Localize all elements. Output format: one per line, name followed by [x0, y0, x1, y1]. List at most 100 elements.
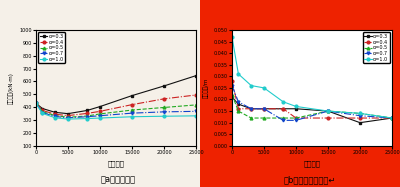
- α=1.0: [34, 102, 38, 105]
- Text: （a）塔底弯矩: （a）塔底弯矩: [100, 175, 136, 184]
- Line: α=0.7: α=0.7: [35, 102, 197, 119]
- α=0.7: [66, 117, 70, 119]
- Y-axis label: 梁端位移/m: 梁端位移/m: [203, 78, 208, 98]
- Line: α=0.7: α=0.7: [231, 84, 393, 122]
- α=1.0: [249, 85, 254, 87]
- α=0.5: [262, 117, 266, 119]
- α=0.4: [390, 117, 394, 119]
- α=0.4: [294, 117, 298, 119]
- α=0.3: [358, 122, 362, 124]
- α=0.3: [98, 105, 102, 108]
- α=0.5: [85, 115, 90, 117]
- α=0.3: [249, 108, 254, 110]
- Text: （b）梁端纵向位移↵: （b）梁端纵向位移↵: [284, 175, 336, 184]
- Y-axis label: 塔底弯矩(kN·m): 塔底弯矩(kN·m): [8, 72, 14, 104]
- α=0.5: [390, 117, 394, 119]
- X-axis label: 阻尼系数: 阻尼系数: [304, 161, 320, 167]
- α=0.3: [66, 113, 70, 115]
- α=0.3: [53, 111, 58, 114]
- α=0.4: [85, 112, 90, 114]
- α=1.0: [53, 117, 58, 119]
- α=0.4: [262, 108, 266, 110]
- α=1.0: [130, 116, 134, 118]
- Line: α=0.4: α=0.4: [231, 79, 393, 119]
- Line: α=0.4: α=0.4: [35, 94, 197, 117]
- α=0.7: [98, 115, 102, 117]
- Line: α=1.0: α=1.0: [231, 36, 393, 119]
- Line: α=1.0: α=1.0: [35, 102, 197, 120]
- α=1.0: [98, 117, 102, 119]
- α=0.4: [236, 108, 241, 110]
- α=0.5: [294, 117, 298, 119]
- α=0.7: [294, 119, 298, 122]
- α=0.5: [130, 109, 134, 111]
- α=0.5: [249, 117, 254, 119]
- α=0.7: [326, 110, 330, 112]
- α=0.7: [130, 112, 134, 114]
- α=0.3: [326, 110, 330, 112]
- α=0.3: [390, 117, 394, 119]
- α=0.4: [326, 117, 330, 119]
- α=0.7: [390, 117, 394, 119]
- α=0.5: [53, 114, 58, 117]
- α=0.4: [281, 108, 286, 110]
- α=0.5: [162, 106, 166, 109]
- α=0.5: [40, 111, 45, 113]
- Line: α=0.5: α=0.5: [231, 94, 393, 119]
- α=0.4: [162, 98, 166, 100]
- α=0.4: [53, 113, 58, 115]
- α=0.3: [236, 103, 241, 105]
- α=0.3: [294, 108, 298, 110]
- α=0.5: [326, 110, 330, 112]
- α=0.4: [66, 114, 70, 117]
- α=0.4: [34, 102, 38, 105]
- α=0.4: [98, 110, 102, 112]
- α=0.7: [34, 102, 38, 105]
- Line: α=0.3: α=0.3: [35, 74, 197, 115]
- α=0.7: [85, 116, 90, 118]
- α=0.7: [230, 85, 234, 87]
- α=0.5: [236, 110, 241, 112]
- α=0.7: [358, 115, 362, 117]
- α=1.0: [66, 118, 70, 120]
- α=0.7: [262, 108, 266, 110]
- α=1.0: [162, 115, 166, 117]
- Line: α=0.5: α=0.5: [35, 102, 197, 119]
- α=0.7: [162, 111, 166, 113]
- α=0.4: [130, 104, 134, 106]
- α=1.0: [194, 115, 198, 117]
- α=1.0: [230, 36, 234, 38]
- α=0.5: [358, 112, 362, 114]
- α=1.0: [358, 112, 362, 114]
- α=0.4: [40, 109, 45, 112]
- α=0.4: [358, 117, 362, 119]
- α=0.7: [249, 108, 254, 110]
- α=1.0: [281, 101, 286, 103]
- α=1.0: [294, 105, 298, 108]
- α=0.3: [194, 75, 198, 77]
- α=0.3: [262, 108, 266, 110]
- α=0.7: [53, 115, 58, 118]
- α=0.3: [162, 85, 166, 87]
- Line: α=0.3: α=0.3: [231, 96, 393, 124]
- α=0.5: [230, 94, 234, 96]
- α=0.3: [85, 109, 90, 112]
- α=0.7: [40, 111, 45, 114]
- X-axis label: 阻尼系数: 阻尼系数: [108, 161, 124, 167]
- α=0.3: [130, 94, 134, 97]
- α=0.5: [66, 116, 70, 118]
- α=0.4: [249, 108, 254, 110]
- α=0.7: [194, 110, 198, 112]
- α=0.5: [34, 102, 38, 105]
- α=0.4: [194, 94, 198, 96]
- α=1.0: [40, 112, 45, 114]
- Legend: α=0.3, α=0.4, α=0.5, α=0.7, α=1.0: α=0.3, α=0.4, α=0.5, α=0.7, α=1.0: [363, 32, 390, 63]
- α=1.0: [390, 117, 394, 119]
- α=0.7: [281, 119, 286, 122]
- α=1.0: [326, 110, 330, 112]
- α=0.5: [194, 104, 198, 106]
- α=0.5: [281, 117, 286, 119]
- Legend: α=0.3, α=0.4, α=0.5, α=0.7, α=1.0: α=0.3, α=0.4, α=0.5, α=0.7, α=1.0: [38, 32, 65, 63]
- α=1.0: [236, 73, 241, 75]
- α=0.7: [236, 101, 241, 103]
